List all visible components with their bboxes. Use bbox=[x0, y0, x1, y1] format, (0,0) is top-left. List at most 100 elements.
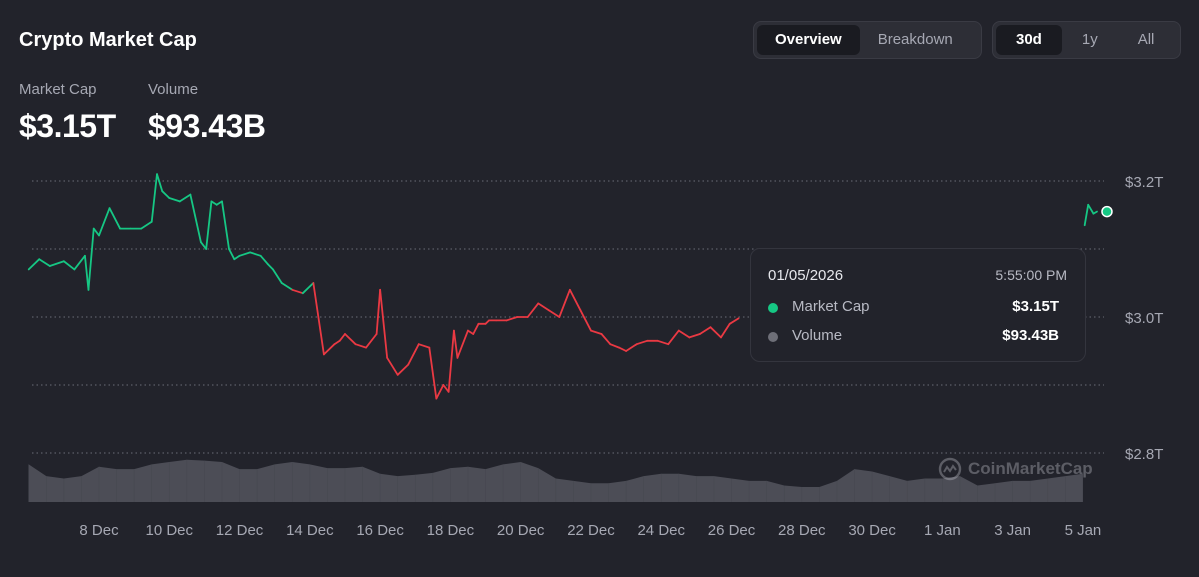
market-cap-line-segment bbox=[301, 282, 315, 295]
market-cap-line-segment bbox=[215, 200, 223, 206]
market-cap-line-segment bbox=[38, 258, 51, 267]
market-cap-line-segment bbox=[291, 288, 304, 295]
market-cap-line-segment bbox=[435, 384, 445, 400]
x-tick-label: 28 Dec bbox=[778, 522, 826, 539]
market-cap-line-segment bbox=[379, 288, 389, 359]
x-tick-label: 22 Dec bbox=[567, 522, 615, 539]
y-tick-label: $3.2T bbox=[1125, 174, 1163, 191]
latest-point-marker bbox=[1101, 205, 1113, 218]
market-cap-line-segment bbox=[365, 333, 378, 349]
market-cap-line-segment bbox=[526, 302, 540, 318]
tab-overview[interactable]: Overview bbox=[757, 25, 860, 55]
market-cap-line-segment bbox=[27, 258, 41, 271]
market-cap-line-segment bbox=[505, 316, 519, 322]
market-cap-line-segment bbox=[635, 339, 649, 346]
market-cap-latest-segment bbox=[1092, 210, 1098, 215]
x-tick-label: 12 Dec bbox=[216, 522, 264, 539]
tooltip-market-cap-value: $3.15T bbox=[1012, 298, 1059, 315]
x-tick-label: 14 Dec bbox=[286, 522, 334, 539]
tooltip-time: 5:55:00 PM bbox=[995, 267, 1067, 283]
market-cap-line-segment bbox=[396, 363, 410, 376]
market-cap-line-segment bbox=[233, 254, 241, 261]
market-cap-line-segment bbox=[92, 227, 100, 237]
market-cap-line-segment bbox=[428, 346, 438, 400]
page-title: Crypto Market Cap bbox=[19, 29, 197, 51]
market-cap-line-segment bbox=[62, 260, 76, 271]
x-tick-label: 10 Dec bbox=[146, 522, 194, 539]
x-tick-label: 30 Dec bbox=[848, 522, 896, 539]
market-cap-line-segment bbox=[558, 288, 571, 318]
range-1y[interactable]: 1y bbox=[1081, 31, 1098, 48]
market-cap-line-segment bbox=[442, 384, 450, 393]
market-cap-line-segment bbox=[259, 254, 269, 265]
market-cap-line-segment bbox=[688, 333, 701, 339]
market-cap-line-segment bbox=[568, 288, 582, 312]
market-cap-line-segment bbox=[467, 329, 475, 335]
watermark: CoinMarketCap bbox=[938, 457, 1093, 481]
market-cap-line-segment bbox=[87, 227, 95, 291]
x-tick-label: 16 Dec bbox=[356, 522, 404, 539]
market-cap-line-segment bbox=[210, 200, 218, 206]
market-cap-line-segment bbox=[156, 173, 164, 193]
market-cap-line-segment bbox=[386, 356, 399, 376]
x-tick-label: 8 Dec bbox=[79, 522, 119, 539]
market-cap-line-segment bbox=[453, 329, 459, 359]
market-cap-latest-segment bbox=[1083, 203, 1090, 227]
market-cap-line-segment bbox=[698, 326, 712, 335]
market-cap-line-segment bbox=[677, 329, 691, 339]
market-cap-line-segment bbox=[161, 190, 171, 199]
market-cap-line-segment bbox=[354, 343, 367, 349]
tooltip-volume-value: $93.43B bbox=[1002, 327, 1059, 344]
market-cap-line-segment bbox=[407, 343, 420, 366]
market-cap-line-segment bbox=[189, 193, 202, 244]
market-cap-line-segment bbox=[547, 309, 561, 318]
market-cap-line-segment bbox=[312, 282, 325, 356]
market-cap-line-segment bbox=[272, 268, 283, 284]
volume-dot-icon bbox=[768, 332, 778, 342]
market-cap-line-segment bbox=[600, 333, 612, 346]
market-cap-line-segment bbox=[322, 343, 336, 356]
market-cap-line-segment bbox=[709, 326, 722, 339]
market-cap-label: Market Cap bbox=[19, 81, 97, 98]
market-cap-line-segment bbox=[228, 248, 236, 261]
market-cap-line-segment bbox=[48, 260, 65, 267]
market-cap-line-segment bbox=[456, 329, 469, 359]
volume-value: $93.43B bbox=[148, 108, 266, 144]
market-cap-line-segment bbox=[472, 322, 480, 335]
x-tick-label: 24 Dec bbox=[637, 522, 685, 539]
market-cap-line-segment bbox=[280, 282, 294, 291]
market-cap-line-segment bbox=[344, 333, 357, 346]
market-cap-line-segment bbox=[609, 343, 620, 349]
market-cap-line-segment bbox=[579, 309, 592, 332]
market-cap-value: $3.15T bbox=[19, 108, 116, 144]
tab-breakdown[interactable]: Breakdown bbox=[877, 31, 953, 48]
market-cap-line-segment bbox=[108, 207, 121, 230]
market-cap-line-segment bbox=[375, 288, 382, 335]
market-cap-line-segment bbox=[221, 200, 230, 250]
tooltip-row-market-cap: Market Cap $3.15T bbox=[768, 298, 1059, 318]
market-cap-dot-icon bbox=[768, 303, 778, 313]
tooltip-volume-label: Volume bbox=[792, 327, 843, 344]
tooltip-market-cap-label: Market Cap bbox=[792, 298, 870, 315]
y-tick-label: $2.8T bbox=[1125, 446, 1163, 463]
watermark-text: CoinMarketCap bbox=[968, 459, 1093, 478]
market-cap-line-segment bbox=[73, 254, 86, 271]
market-cap-line-segment bbox=[98, 207, 111, 237]
market-cap-line-segment bbox=[590, 329, 603, 335]
market-cap-line-segment bbox=[447, 329, 455, 393]
range-30d[interactable]: 30d bbox=[996, 25, 1062, 55]
market-cap-line-segment bbox=[625, 343, 638, 352]
tooltip-row-volume: Volume $93.43B bbox=[768, 327, 1059, 347]
x-tick-label: 3 Jan bbox=[994, 522, 1031, 539]
x-tick-label: 18 Dec bbox=[427, 522, 475, 539]
market-cap-line-segment bbox=[537, 302, 550, 312]
volume-label: Volume bbox=[148, 81, 199, 98]
y-tick-label: $3.0T bbox=[1125, 310, 1163, 327]
view-tabs: Overview Breakdown bbox=[753, 21, 982, 59]
market-cap-line-segment bbox=[266, 263, 274, 271]
market-cap-line-segment bbox=[178, 193, 192, 203]
market-cap-line-segment bbox=[333, 339, 341, 346]
range-all[interactable]: All bbox=[1137, 31, 1155, 48]
coinmarketcap-logo-icon bbox=[938, 457, 962, 481]
